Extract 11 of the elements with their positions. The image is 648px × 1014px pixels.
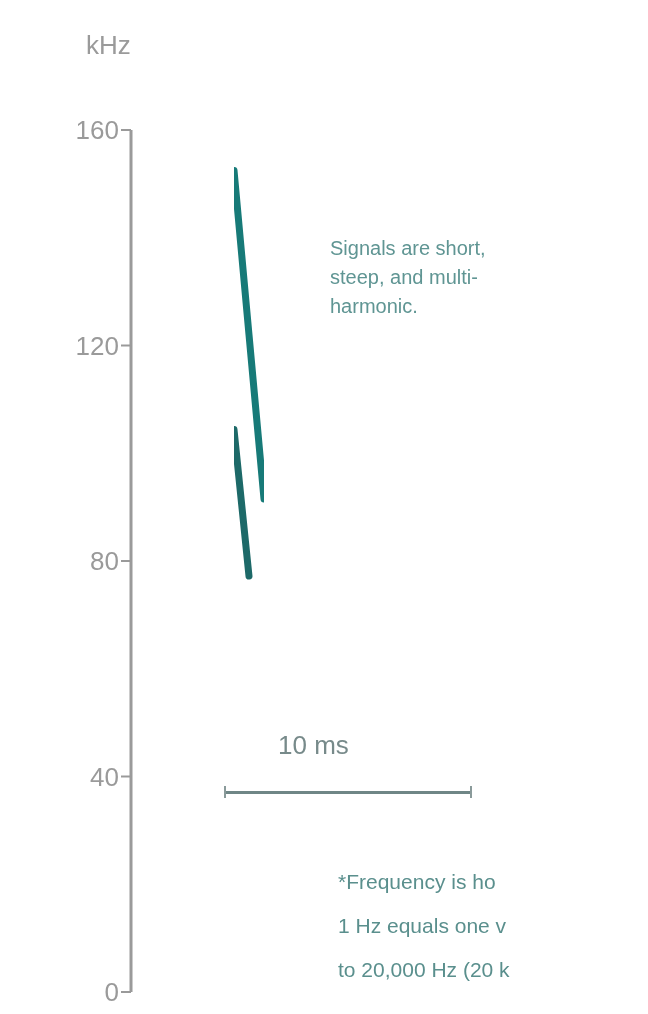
y-tick-label: 160 bbox=[75, 115, 119, 146]
text: Signals are short, steep, and multi-harmonic. bbox=[330, 236, 487, 319]
y-tick-label: 80 bbox=[90, 546, 119, 577]
text: 1 Hz equals one v bbox=[338, 914, 507, 938]
y-tick-label: 40 bbox=[90, 761, 119, 792]
text: to 20,000 Hz (20 k bbox=[338, 958, 510, 982]
y-axis-title: kHz bbox=[86, 30, 131, 61]
text: *Frequency is ho bbox=[338, 870, 496, 894]
y-tick-label: 0 bbox=[104, 977, 119, 1008]
text: 10 ms bbox=[278, 730, 349, 761]
y-tick-label: 120 bbox=[75, 330, 119, 361]
